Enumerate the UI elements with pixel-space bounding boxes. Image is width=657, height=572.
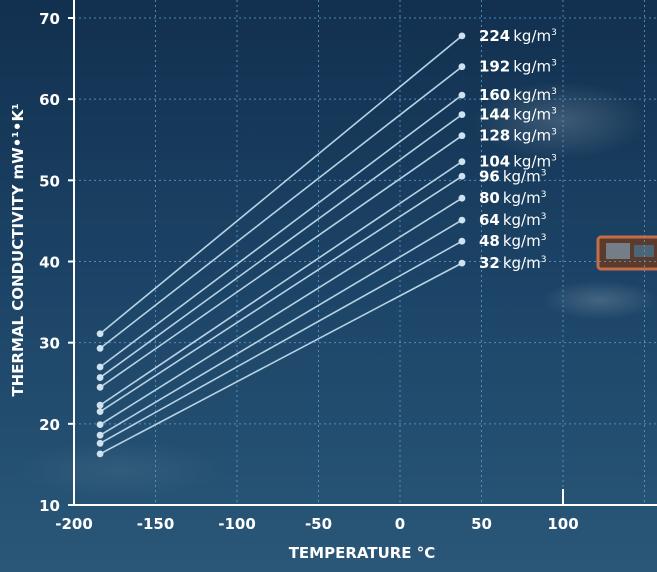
- series-line-32: [99, 262, 463, 455]
- series-point-96-0: [96, 408, 104, 416]
- series-label-80: 80 kg/m3: [479, 189, 546, 207]
- series-label-192: 192 kg/m3: [479, 58, 557, 76]
- y-tick-label-3: 40: [39, 254, 60, 272]
- series-point-224-1: [458, 32, 466, 40]
- series-markers: [96, 32, 466, 458]
- series-point-160-0: [96, 363, 104, 371]
- x-tick-label-3: -50: [305, 515, 332, 533]
- series-label-32: 32 kg/m3: [479, 254, 546, 272]
- y-axis-title: THERMAL CONDUCTIVITY mW•¹•K¹: [9, 103, 27, 396]
- series-line-104: [99, 161, 463, 406]
- series-point-192-1: [458, 63, 466, 71]
- series-point-144-1: [458, 111, 466, 118]
- x-tick-label-0: -200: [55, 515, 93, 533]
- y-tick-label-4: 50: [39, 172, 60, 190]
- series-labels: 224 kg/m3 192 kg/m3 160 kg/m3 144 kg/m3 128 kg/m3…: [479, 27, 557, 272]
- series-point-32-0: [96, 450, 104, 458]
- series-point-48-1: [458, 237, 466, 245]
- series-line-80: [99, 197, 463, 426]
- series-point-160-1: [458, 91, 466, 99]
- series-point-224-0: [96, 330, 104, 338]
- y-tick-label-0: 10: [39, 497, 60, 515]
- y-tick-label-6: 70: [39, 10, 60, 28]
- x-tick-label-2: -100: [218, 515, 256, 533]
- series-point-192-0: [96, 344, 104, 352]
- series-point-96-1: [458, 172, 466, 180]
- series-point-80-1: [458, 194, 466, 202]
- x-tick-label-5: 50: [471, 515, 492, 533]
- series-point-104-1: [458, 158, 466, 166]
- series-point-128-1: [458, 132, 466, 140]
- x-tick-label-6: 100: [547, 515, 578, 533]
- y-tick-label-1: 20: [39, 416, 60, 434]
- series-label-144: 144 kg/m3: [479, 106, 557, 124]
- series-line-192: [99, 66, 463, 349]
- y-tick-labels: 10 20 30 40 50 60 70: [39, 10, 60, 515]
- series-point-104-0: [96, 401, 104, 409]
- x-tick-labels: -200 -150 -100 -50 0 50 100: [55, 515, 578, 533]
- series-label-224: 224 kg/m3: [479, 27, 557, 45]
- series-line-128: [99, 135, 463, 388]
- series-label-128: 128 kg/m3: [479, 127, 557, 145]
- series-point-80-0: [96, 421, 104, 429]
- series-line-64: [99, 219, 463, 436]
- floating-raft-image: [596, 235, 657, 271]
- series-label-96: 96 kg/m3: [479, 167, 546, 185]
- grid-lines: [74, 0, 657, 505]
- x-tick-label-4: 0: [395, 515, 405, 533]
- axes: [68, 0, 657, 506]
- series-line-224: [99, 35, 463, 335]
- series-line-48: [99, 240, 463, 445]
- series-line-160: [99, 94, 463, 368]
- series-point-64-1: [458, 216, 466, 224]
- series-label-160: 160 kg/m3: [479, 86, 557, 104]
- series-point-128-0: [96, 383, 104, 391]
- series-label-48: 48 kg/m3: [479, 232, 546, 250]
- y-tick-label-2: 30: [39, 335, 60, 353]
- series-point-144-0: [96, 374, 104, 381]
- series-line-144: [99, 113, 463, 379]
- series-lines: [99, 35, 463, 455]
- series-point-48-0: [96, 439, 104, 447]
- series-point-32-1: [458, 259, 466, 267]
- series-point-64-0: [96, 431, 104, 439]
- x-tick-label-1: -150: [137, 515, 175, 533]
- series-line-96: [99, 175, 463, 413]
- y-tick-label-5: 60: [39, 91, 60, 109]
- series-label-104: 104 kg/m3: [479, 153, 557, 171]
- sea-texture: [10, 80, 657, 500]
- series-label-64: 64 kg/m3: [479, 211, 546, 229]
- x-axis-title: TEMPERATURE °C: [289, 544, 436, 562]
